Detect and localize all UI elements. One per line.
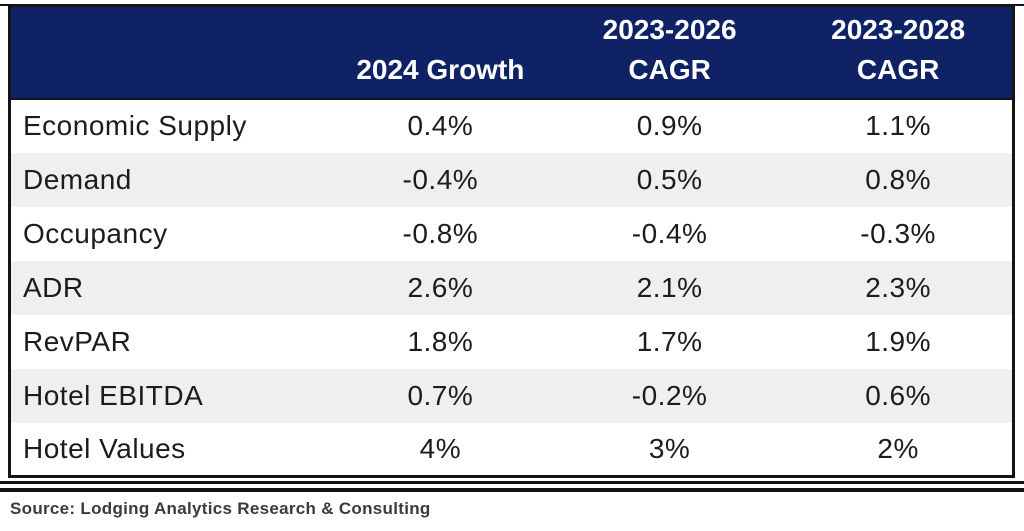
row-label: Hotel EBITDA	[23, 379, 204, 411]
cell-value: 0.9%	[636, 110, 703, 141]
cell-value: -0.4%	[631, 217, 708, 249]
row-label: Economic Supply	[23, 110, 247, 141]
cell-value: 1.7%	[636, 325, 703, 357]
cell-value: -0.3%	[860, 217, 936, 249]
cell-value: 0.8%	[865, 163, 932, 195]
header-line: 2023-2026	[602, 13, 737, 45]
cell-value: 2%	[877, 432, 919, 464]
row-label: ADR	[23, 271, 84, 303]
table-row-economic-supply: Economic Supply 0.4% 0.9% 1.1%	[9, 98, 1014, 153]
header-line: 2024 Growth	[356, 53, 525, 85]
cell-value: 1.8%	[407, 325, 474, 357]
cell-value: 2.3%	[865, 271, 932, 303]
cell-value: 1.9%	[865, 325, 932, 357]
table-row-demand: Demand -0.4% 0.5% 0.8%	[9, 152, 1014, 207]
row-label: Hotel Values	[23, 432, 186, 464]
table-row-revpar: RevPAR 1.8% 1.7% 1.9%	[9, 314, 1014, 369]
cell-value: 0.4%	[407, 110, 474, 141]
header-line: CAGR	[856, 53, 940, 85]
row-label: Demand	[23, 163, 132, 195]
cell-value: 3%	[648, 432, 691, 464]
cell-value: 0.6%	[865, 379, 932, 411]
header-2023-2028-cagr: 2023-2028 CAGR	[784, 5, 1014, 100]
cell-value: 4%	[419, 432, 462, 464]
header-line: 2023-2028	[831, 13, 966, 45]
cell-value: 2.6%	[407, 271, 474, 303]
row-label: RevPAR	[23, 325, 132, 357]
header-2023-2026-cagr: 2023-2026 CAGR	[554, 5, 785, 100]
row-label: Occupancy	[23, 217, 168, 249]
cell-value: 0.5%	[636, 163, 703, 195]
cell-value: 2.1%	[636, 271, 703, 303]
table-row-hotel-values: Hotel Values 4% 3% 2%	[9, 422, 1014, 477]
cell-value: -0.2%	[631, 379, 708, 411]
cell-value: 0.7%	[407, 379, 474, 411]
cell-value: -0.4%	[402, 163, 479, 195]
header-row: 2024 Growth 2023-2026 CAGR 2023-2028 CAG…	[9, 5, 1014, 100]
table-row-occupancy: Occupancy -0.8% -0.4% -0.3%	[9, 206, 1014, 261]
header-line: CAGR	[628, 53, 711, 85]
cell-value: -0.8%	[402, 217, 479, 249]
bottom-double-rule	[0, 481, 1024, 492]
header-metric-cell	[9, 5, 326, 100]
header-2024-growth: 2024 Growth	[325, 5, 555, 100]
source-note: Source: Lodging Analytics Research & Con…	[10, 499, 431, 518]
cell-value: 1.1%	[865, 110, 932, 141]
metrics-table: 2024 Growth 2023-2026 CAGR 2023-2028 CAG…	[8, 4, 1015, 478]
table-row-hotel-ebitda: Hotel EBITDA 0.7% -0.2% 0.6%	[9, 368, 1014, 423]
table-row-adr: ADR 2.6% 2.1% 2.3%	[9, 260, 1014, 315]
